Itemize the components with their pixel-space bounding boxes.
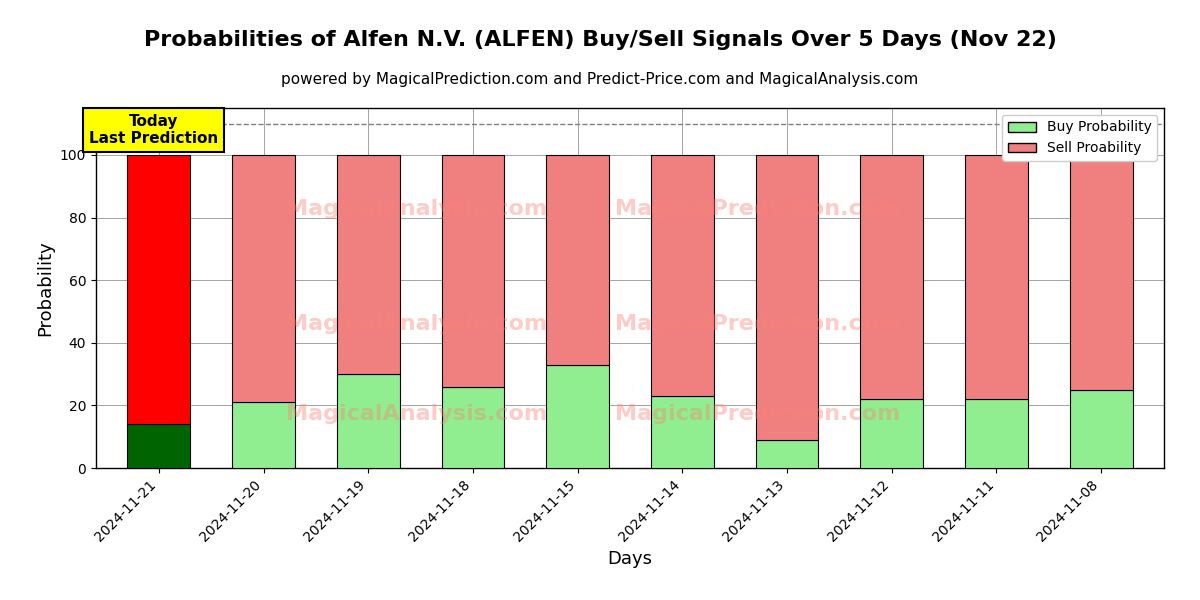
Text: MagicalAnalysis.com: MagicalAnalysis.com [286, 404, 547, 424]
Bar [546, 365, 610, 468]
Bar [860, 155, 923, 399]
Text: MagicalPrediction.com: MagicalPrediction.com [616, 404, 901, 424]
Bar [546, 155, 610, 365]
Bar [232, 155, 295, 402]
Bar [1069, 155, 1133, 390]
Bar [442, 155, 504, 386]
Bar [965, 155, 1028, 399]
Text: Probabilities of Alfen N.V. (ALFEN) Buy/Sell Signals Over 5 Days (Nov 22): Probabilities of Alfen N.V. (ALFEN) Buy/… [144, 30, 1056, 50]
Bar [337, 374, 400, 468]
Bar [1069, 390, 1133, 468]
Bar [650, 155, 714, 396]
Text: MagicalAnalysis.com: MagicalAnalysis.com [286, 199, 547, 219]
Bar [965, 399, 1028, 468]
Text: powered by MagicalPrediction.com and Predict-Price.com and MagicalAnalysis.com: powered by MagicalPrediction.com and Pre… [281, 72, 919, 87]
Y-axis label: Probability: Probability [36, 240, 54, 336]
X-axis label: Days: Days [607, 550, 653, 568]
Bar [232, 402, 295, 468]
Text: MagicalPrediction.com: MagicalPrediction.com [616, 199, 901, 219]
Bar [127, 424, 191, 468]
Bar [756, 155, 818, 440]
Legend: Buy Probability, Sell Proability: Buy Probability, Sell Proability [1002, 115, 1157, 161]
Text: MagicalAnalysis.com: MagicalAnalysis.com [286, 314, 547, 334]
Bar [337, 155, 400, 374]
Bar [756, 440, 818, 468]
Bar [442, 386, 504, 468]
Bar [860, 399, 923, 468]
Text: Today
Last Prediction: Today Last Prediction [89, 114, 218, 146]
Bar [127, 155, 191, 424]
Bar [650, 396, 714, 468]
Text: MagicalPrediction.com: MagicalPrediction.com [616, 314, 901, 334]
